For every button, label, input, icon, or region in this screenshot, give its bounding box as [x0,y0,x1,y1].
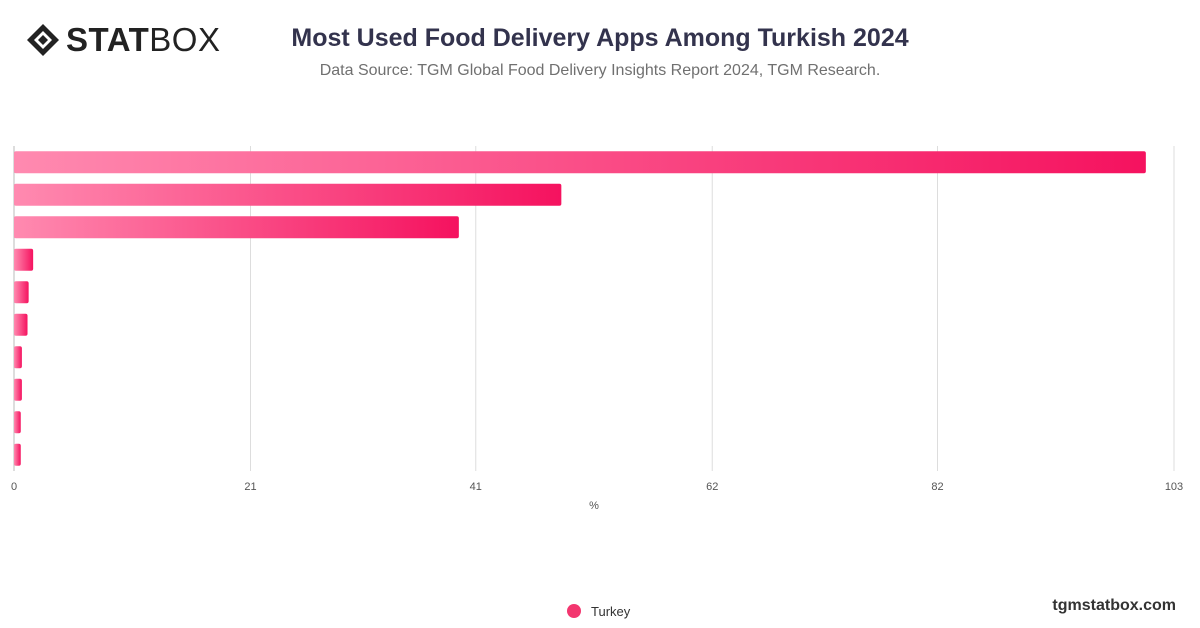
chart-title: Most Used Food Delivery Apps Among Turki… [291,24,909,52]
x-axis-label: % [589,500,599,512]
bar[interactable] [14,346,22,369]
bar[interactable] [14,313,28,336]
website-url: tgmstatbox.com [1052,597,1176,614]
legend-label: Turkey [591,603,631,619]
x-tick-label: 41 [470,481,482,493]
chart-bars [14,151,1146,466]
x-tick-label: 62 [706,481,718,493]
bar[interactable] [14,281,29,304]
logo-text-light: BOX [149,21,221,58]
bar[interactable] [14,183,562,206]
statbox-diamond-icon [27,24,59,56]
statbox-logo: STATBOX [26,22,220,58]
chart-legend[interactable]: Turkey [567,602,630,620]
x-tick-label: 103 [1165,481,1183,493]
x-tick-label: 82 [931,481,943,493]
bar[interactable] [14,411,21,434]
bar[interactable] [14,151,1146,174]
bar[interactable] [14,378,22,401]
logo-text: STATBOX [66,22,220,58]
x-tick-label: 21 [244,481,256,493]
chart-subtitle: Data Source: TGM Global Food Delivery In… [319,62,881,79]
logo-text-bold: STAT [66,21,150,58]
bar[interactable] [14,216,459,239]
x-tick-label: 0 [11,481,17,493]
x-axis-ticks: 0 21 41 62 82 103 [11,481,1183,493]
legend-marker [567,604,581,618]
bar[interactable] [14,248,34,271]
bar[interactable] [14,443,21,466]
